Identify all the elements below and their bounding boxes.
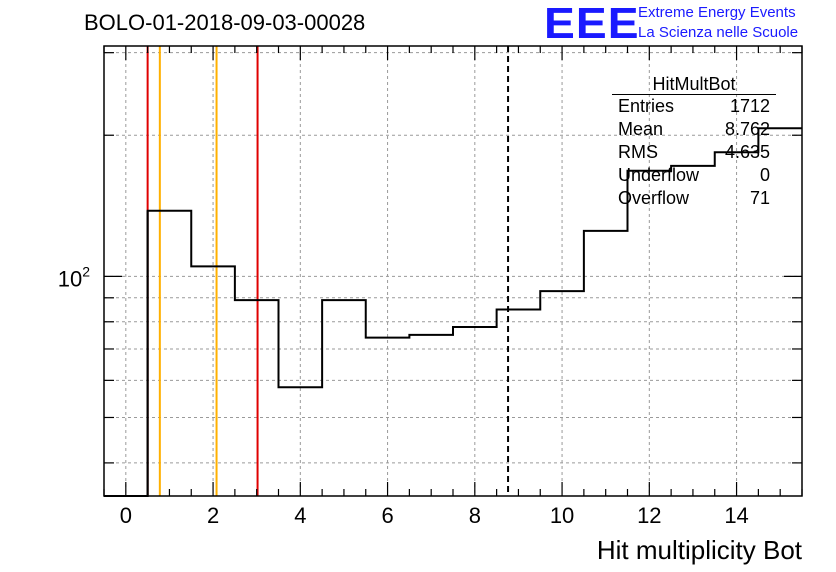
stats-row-overflow: Overflow 71 (612, 187, 776, 210)
logo-text-line2: La Scienza nelle Scuole (638, 24, 799, 41)
marker-lines (146, 46, 510, 496)
stats-label: RMS (618, 142, 658, 162)
stats-value: 1712 (729, 96, 770, 116)
stats-row-rms: RMS 4.635 (612, 141, 776, 164)
x-axis-label: Hit multiplicity Bot (596, 535, 802, 565)
x-tick-label: 14 (724, 503, 748, 528)
plot-title: BOLO-01-2018-09-03-00028 (84, 10, 366, 35)
histogram-line (104, 127, 802, 497)
histogram-series (104, 127, 802, 497)
x-tick-label: 10 (550, 503, 574, 528)
stats-row-underflow: Underflow 0 (612, 164, 776, 187)
x-tick-label: 4 (294, 503, 306, 528)
stats-label: Mean (618, 119, 664, 139)
axis-ticks: 0 2 4 6 8 10 12 14 102 (58, 46, 803, 528)
stats-row-mean: Mean 8.762 (612, 118, 776, 141)
stats-row-entries: Entries 1712 (612, 95, 776, 118)
x-tick-label: 0 (120, 503, 132, 528)
eee-logo-mark: EEE (544, 0, 640, 48)
stats-value: 8.762 (724, 119, 770, 139)
logo-text-line1: Extreme Energy Events (638, 4, 796, 21)
x-tick-label: 8 (469, 503, 481, 528)
stats-label: Entries (618, 96, 675, 116)
stats-value: 0 (759, 165, 770, 185)
stats-box: HitMultBot Entries 1712 Mean 8.762 RMS 4… (612, 74, 776, 210)
x-tick-label: 12 (637, 503, 661, 528)
x-tick-label: 6 (381, 503, 393, 528)
stats-value: 71 (749, 188, 770, 208)
stats-value: 4.635 (724, 142, 770, 162)
stats-label: Underflow (618, 165, 700, 185)
x-tick-label: 2 (207, 503, 219, 528)
stats-title: HitMultBot (612, 74, 776, 95)
stats-label: Overflow (618, 188, 690, 208)
y-tick-label: 102 (58, 263, 90, 291)
